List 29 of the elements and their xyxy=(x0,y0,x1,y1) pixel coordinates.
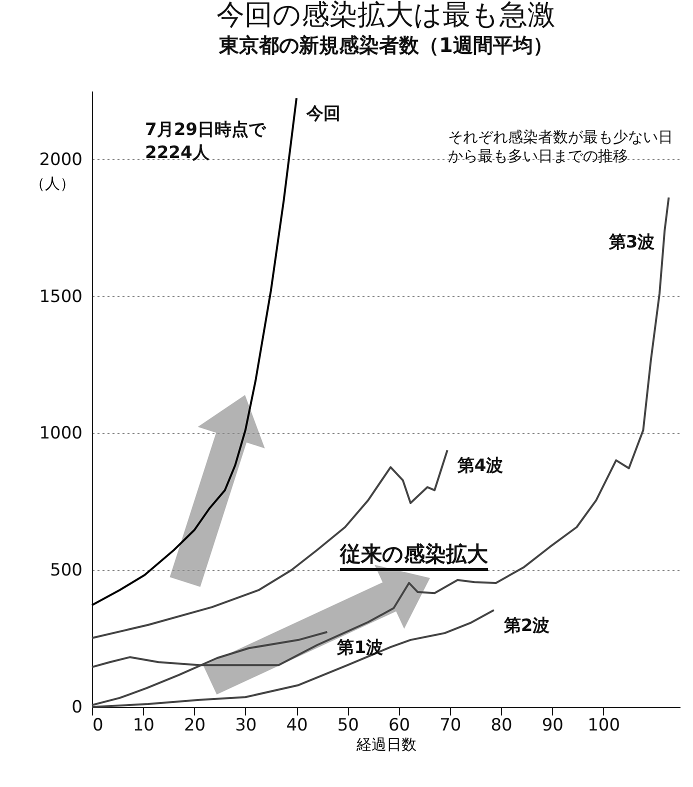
x-tick-label: 10 xyxy=(132,716,154,736)
series-label: 今回 xyxy=(306,104,341,124)
x-tick-label: 40 xyxy=(286,716,308,736)
y-tick-label: 2000 xyxy=(39,150,82,170)
chart-subtitle: 東京都の新規感染者数（1週間平均） xyxy=(218,33,553,57)
annotation: それぞれ感染者数が最も少ない日から最も多い日までの推移 xyxy=(448,128,674,166)
series-label: 第4波 xyxy=(456,456,504,476)
series-label: 第3波 xyxy=(608,232,655,252)
annotation: 従来の感染拡大 xyxy=(340,540,488,571)
line-series xyxy=(91,97,298,606)
y-tick-label: 500 xyxy=(50,560,82,581)
x-tick-label: 60 xyxy=(388,716,410,736)
x-tick-label: 30 xyxy=(235,716,257,736)
y-tick-label: 0 xyxy=(72,698,82,718)
y-tick-label: 1000 xyxy=(39,424,82,444)
x-tick-label: 80 xyxy=(490,716,512,736)
x-tick-label: 100 xyxy=(588,716,620,736)
x-tick-label: 50 xyxy=(337,716,359,736)
annotation: 7月29日時点で 2224人 xyxy=(145,119,266,164)
series-label: 第1波 xyxy=(336,638,384,658)
series-label: 第2波 xyxy=(502,616,550,636)
y-tick-label: 1500 xyxy=(39,286,82,307)
x-tick-label: 0 xyxy=(92,716,104,736)
x-tick-label: 70 xyxy=(440,716,462,736)
x-tick-label: 20 xyxy=(184,716,206,736)
y-axis-title: （人） xyxy=(30,174,75,192)
x-axis-title: 経過日数 xyxy=(356,736,416,754)
chart-title: 今回の感染拡大は最も急激 xyxy=(216,0,556,31)
x-tick-label: 90 xyxy=(542,716,564,736)
